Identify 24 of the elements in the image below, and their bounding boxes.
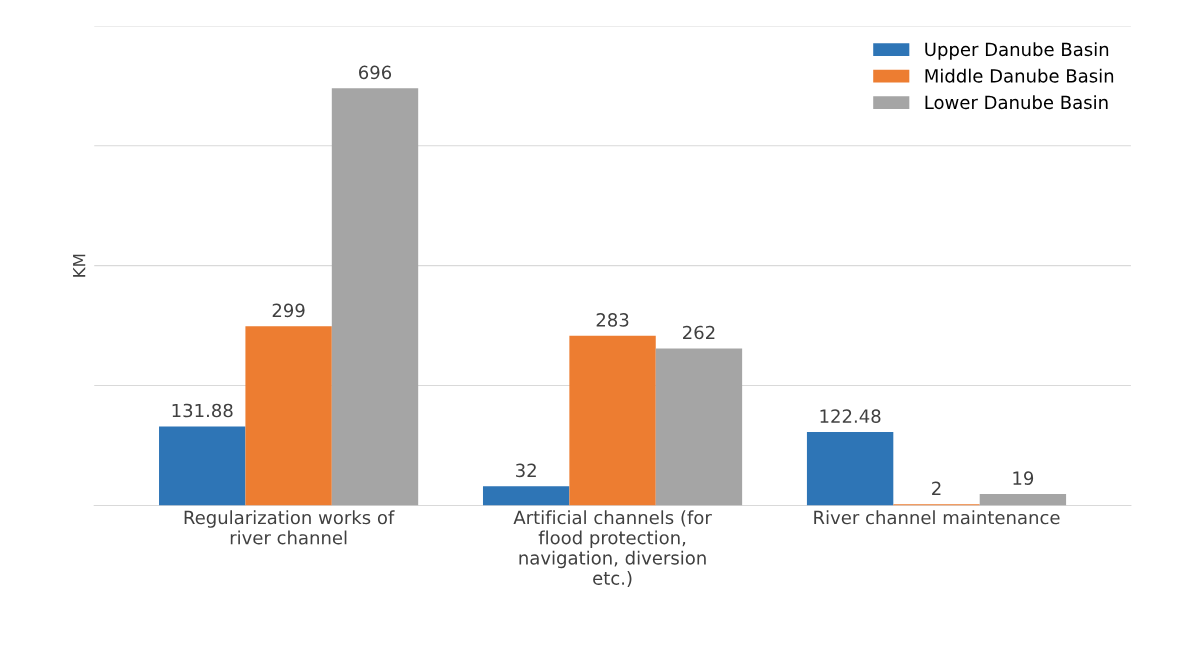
- legend-label: Lower Danube Basin: [925, 95, 1108, 110]
- bar: [806, 432, 894, 506]
- data-label: 262: [683, 325, 715, 340]
- data-label: 32: [516, 463, 536, 478]
- data-label: 131.88: [172, 403, 233, 418]
- x-tick-label: Regularization works of river channel: [184, 510, 395, 545]
- data-label: 122.48: [820, 409, 881, 423]
- data-label: 19: [1013, 471, 1034, 485]
- x-tick-label: River channel maintenance: [814, 510, 1060, 525]
- x-tick-label: Artificial channels (for flood protection, navigation, diversion etc.): [513, 510, 712, 588]
- data-label: 2: [932, 481, 941, 495]
- y-axis-title: KM: [73, 254, 86, 277]
- bar: [245, 326, 332, 506]
- bar: [482, 486, 570, 506]
- bar: [331, 88, 419, 506]
- bar: [569, 335, 656, 506]
- legend-label: Upper Danube Basin: [925, 42, 1109, 60]
- bar: [159, 426, 246, 506]
- bar: [655, 348, 743, 506]
- data-label: 299: [272, 303, 305, 318]
- legend-label: Middle Danube Basin: [925, 68, 1114, 83]
- bar: [979, 494, 1067, 506]
- data-label: 283: [596, 313, 629, 327]
- data-label: 696: [359, 65, 392, 80]
